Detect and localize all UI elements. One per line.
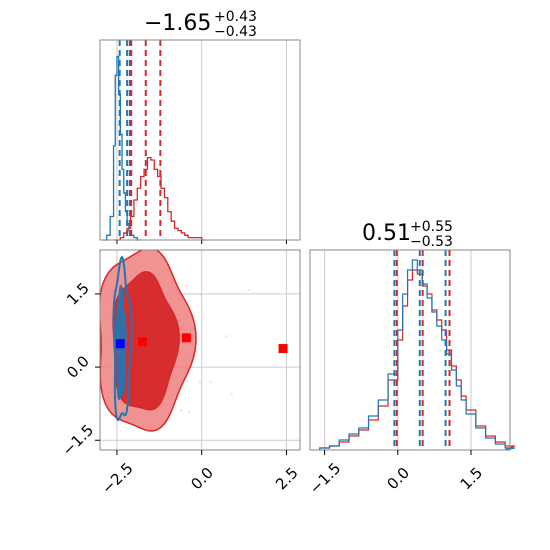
red-histogram <box>113 156 206 241</box>
scatter-dot <box>247 288 250 291</box>
top-left-frame <box>99 39 301 241</box>
x-tick-label: 0.0 <box>187 464 217 494</box>
panel1-title: −1.65 <box>144 11 211 36</box>
scatter-dot <box>210 381 213 384</box>
bottom-right-frame <box>309 249 511 451</box>
red-marker <box>181 333 191 343</box>
bottom-left-frame <box>99 249 301 451</box>
x-tick-label: 2.5 <box>272 464 302 494</box>
scatter-dot <box>98 313 100 315</box>
scatter-dot <box>198 380 201 383</box>
scatter-dot <box>188 411 191 414</box>
y-tick-label: 0.0 <box>63 352 93 382</box>
scatter-content <box>80 250 288 432</box>
red-histogram <box>319 269 516 451</box>
blue-contour-outer <box>112 255 133 422</box>
scatter-dot <box>230 393 233 396</box>
bottom-right-panel: −1.5 0.0 1.5 <box>306 249 516 498</box>
x-tick-label: 1.5 <box>457 464 487 494</box>
panel2-title-sub: −0.53 <box>410 234 453 250</box>
scatter-dot <box>186 380 189 383</box>
x-tick-label: 0.0 <box>383 464 413 494</box>
panel1-title-sup: +0.43 <box>214 9 257 25</box>
blue-histogram <box>103 55 141 241</box>
red-marker <box>278 344 288 354</box>
y-tick-label: 1.5 <box>63 279 93 309</box>
scatter-dot <box>95 415 97 417</box>
top-left-panel <box>99 39 301 244</box>
scatter-dot <box>92 354 94 356</box>
scatter-dot <box>195 350 198 353</box>
x-tick-label: −1.5 <box>306 459 344 497</box>
scatter-dot <box>199 293 202 296</box>
panel1-title-sub: −0.43 <box>214 24 257 40</box>
scatter-dot <box>225 335 228 338</box>
y-tick-label: −1.5 <box>59 421 97 459</box>
blue-histogram <box>319 259 515 451</box>
x-tick-label: −2.5 <box>98 459 136 497</box>
bottom-left-panel: −2.5 0.0 2.5 −1.5 0.0 1.5 <box>59 249 302 498</box>
scatter-dot <box>180 409 183 412</box>
scatter-dot <box>80 329 82 331</box>
scatter-dot <box>89 336 91 338</box>
scatter-dot <box>185 285 188 288</box>
blue-marker <box>115 339 125 349</box>
scatter-dot <box>93 275 95 277</box>
scatter-dot <box>80 349 82 351</box>
scatter-dot <box>89 388 91 390</box>
panel2-title: 0.51 <box>362 221 411 246</box>
panel2-title-sup: +0.55 <box>410 219 453 235</box>
red-marker <box>137 337 147 347</box>
